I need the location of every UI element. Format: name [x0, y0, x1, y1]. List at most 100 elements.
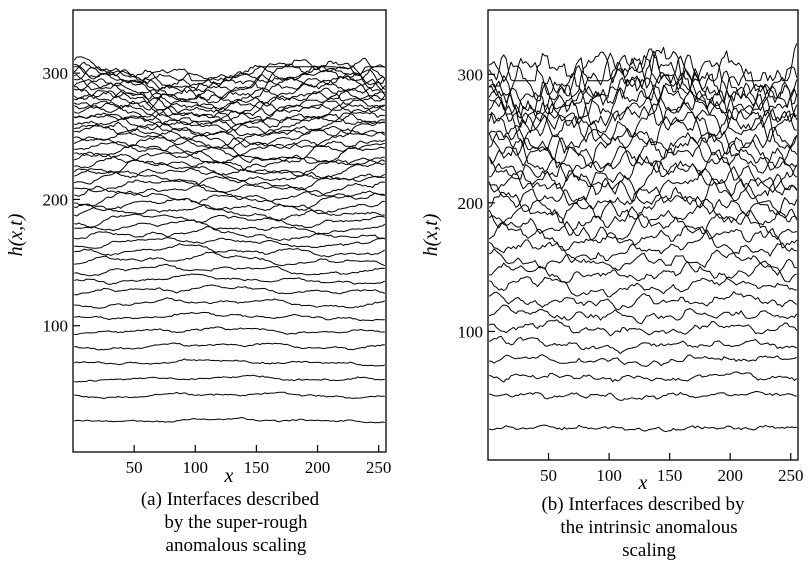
panel-b-xtick-label-250: 250	[778, 466, 804, 485]
panel-a-interface-7	[74, 311, 385, 322]
panel-b-interface-21	[488, 137, 798, 182]
panel-a-interface-32	[74, 121, 385, 148]
panel-b-interface-22	[488, 132, 797, 173]
panel-b-interface-28	[488, 84, 798, 128]
panel-a-interface-25	[73, 159, 386, 180]
panel-a-ytick-label-100: 100	[43, 317, 69, 336]
panel-a-interface-5	[74, 342, 385, 351]
panel-a-ylabel: h(x,t)	[5, 213, 27, 256]
panel-a-frame	[72, 9, 387, 453]
panel-b-xtick-label-200: 200	[717, 466, 743, 485]
panel-a-interface-20	[74, 190, 385, 211]
panel-b-interface-2	[489, 391, 797, 401]
panel-a-interface-4	[74, 358, 385, 367]
panel-b-interface-34	[488, 43, 798, 82]
panel-a-interfaces	[73, 56, 386, 424]
panel-b-interface-9	[489, 276, 797, 298]
panel-a-interface-2	[74, 391, 385, 399]
panel-b-ticks: 50 100 150 200 250 100 200 300	[458, 65, 804, 485]
panel-a-xtick-label-250: 250	[366, 458, 392, 477]
panel-a-interface-36	[74, 105, 385, 134]
panel-a-interface-14	[74, 237, 385, 249]
panel-a-interface-22	[74, 178, 385, 197]
panel-a-interface-33	[74, 121, 385, 149]
panel-b-ytick-label-200: 200	[458, 194, 484, 213]
panel-a-interface-24	[74, 166, 386, 184]
panel-a-xtick-label-100: 100	[183, 458, 209, 477]
panel-b-interface-23	[488, 131, 798, 171]
panel-a-caption-line-2: by the super-rough	[164, 512, 308, 533]
panel-a-interface-9	[74, 284, 386, 296]
panel-a-interface-21	[74, 184, 385, 202]
panel-a-interface-45	[74, 69, 386, 101]
panel-a-interface-29	[74, 140, 385, 163]
panel-a: 50 100 150 200 250 100 200 300 x h(x,t) (a) Int…	[5, 9, 392, 556]
panel-a-interface-3	[74, 374, 385, 383]
panel-b-interface-20	[488, 153, 798, 193]
panel-a-ticks: 50 100 150 200 250 100 200 300	[43, 64, 392, 477]
panel-a-interface-27	[74, 150, 385, 171]
panel-a-interface-50	[74, 66, 385, 82]
panel-b-xtick-label-150: 150	[657, 466, 683, 485]
panel-a-interface-48	[74, 57, 386, 94]
panel-a-interface-1	[74, 417, 385, 424]
panel-b-interface-4	[489, 354, 797, 367]
panel-b-interface-10	[489, 261, 797, 283]
panel-a-interface-49	[73, 56, 386, 91]
panel-a-interface-13	[74, 243, 386, 258]
panel-b-interface-16	[488, 191, 798, 224]
panel-a-interface-47	[74, 62, 386, 92]
panel-a-interface-10	[74, 273, 386, 285]
panel-b-xlabel: x	[638, 472, 648, 494]
panel-a-interface-17	[74, 213, 385, 229]
panel-b-interface-32	[489, 52, 798, 104]
panel-a-interface-19	[74, 197, 385, 215]
panel-b-interface-15	[488, 198, 798, 236]
panel-a-interface-39	[74, 94, 385, 122]
panel-b-interface-27	[488, 84, 797, 137]
panel-a-interface-34	[74, 112, 385, 136]
panel-a-interface-35	[74, 113, 385, 137]
panel-b-interface-33	[488, 46, 798, 105]
panel-b-xtick-label-50: 50	[540, 466, 557, 485]
panel-b-interface-6	[489, 319, 798, 337]
panel-b-ytick-label-300: 300	[458, 65, 484, 84]
panel-a-interface-30	[73, 136, 386, 158]
panel-a-interface-15	[74, 226, 386, 241]
panel-b-interface-26	[489, 96, 798, 143]
panel-a-xtick-label-150: 150	[244, 458, 270, 477]
panel-a-interface-16	[74, 219, 386, 235]
panel-a-xtick-label-50: 50	[126, 458, 143, 477]
panel-a-interface-28	[74, 144, 385, 164]
panel-b-caption-line-1: (b) Interfaces described by	[541, 494, 745, 515]
panel-b: 50 100 150 200 250 100 200 300 x h(x,t) (b) Int…	[420, 9, 804, 561]
panel-b-interface-3	[489, 371, 798, 383]
panel-a-interface-18	[73, 203, 385, 222]
panel-b-interface-5	[488, 335, 798, 355]
panel-b-frame	[487, 9, 799, 461]
panel-a-interface-8	[74, 297, 385, 309]
panel-b-interface-18	[488, 167, 798, 206]
panel-a-ytick-label-300: 300	[43, 64, 69, 83]
panel-a-interface-41	[74, 87, 385, 116]
panel-a-interface-12	[74, 251, 386, 267]
panel-a-interface-40	[74, 90, 386, 118]
panel-a-caption-line-1: (a) Interfaces described	[141, 489, 320, 510]
panel-b-interface-14	[488, 210, 797, 241]
panel-b-caption-line-3: scaling	[622, 540, 676, 561]
panel-b-interface-19	[488, 160, 798, 203]
panel-b-interface-11	[488, 248, 797, 276]
panel-b-interfaces	[488, 43, 798, 433]
panel-a-xlabel: x	[224, 465, 234, 487]
panel-b-interface-7	[488, 304, 798, 324]
panel-b-caption-line-2: the intrinsic anomalous	[560, 517, 737, 538]
panel-b-interface-13	[488, 221, 798, 251]
panel-a-interface-6	[74, 326, 385, 335]
panel-b-xtick-label-100: 100	[596, 466, 622, 485]
panel-b-interface-1	[489, 424, 797, 433]
panel-a-caption-line-3: anomalous scaling	[166, 535, 307, 556]
panel-a-interface-38	[74, 100, 385, 126]
panel-b-interface-30	[488, 71, 798, 122]
panel-b-interface-24	[488, 116, 798, 155]
